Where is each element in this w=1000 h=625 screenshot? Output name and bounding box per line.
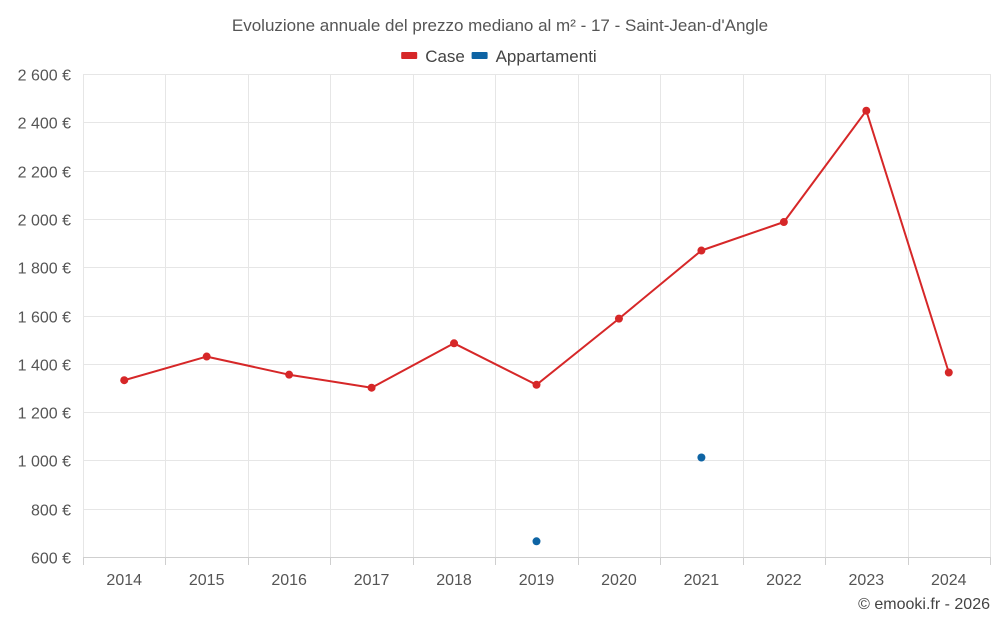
data-point-case[interactable] (450, 339, 459, 348)
y-tick-label: 2 600 € (18, 68, 71, 85)
grid (83, 74, 991, 557)
x-tick-label: 2018 (436, 572, 472, 589)
chart-title: Evoluzione annuale del prezzo mediano al… (232, 16, 768, 35)
y-tick-label: 1 600 € (18, 310, 71, 327)
x-tick-label: 2019 (519, 572, 555, 589)
legend-swatch-case[interactable] (401, 52, 418, 59)
x-tick-label: 2024 (931, 572, 967, 589)
legend[interactable]: Case Appartamenti (401, 47, 597, 66)
data-point-case[interactable] (202, 352, 211, 361)
y-tick-label: 2 000 € (18, 213, 71, 230)
x-tick-label: 2022 (766, 572, 802, 589)
y-tick-label: 2 200 € (18, 165, 71, 182)
data-point-case[interactable] (862, 106, 871, 115)
x-tick-label: 2021 (684, 572, 720, 589)
x-tick-label: 2016 (271, 572, 307, 589)
y-tick-label: 1 800 € (18, 261, 71, 278)
data-point-case[interactable] (944, 368, 953, 377)
data-point-case[interactable] (367, 383, 376, 392)
data-point-case[interactable] (779, 218, 788, 227)
x-tick-label: 2017 (354, 572, 390, 589)
data-point-case[interactable] (697, 246, 706, 255)
data-point-case[interactable] (532, 380, 541, 389)
y-tick-label: 1 400 € (18, 358, 71, 375)
y-tick-label: 2 400 € (18, 116, 71, 133)
legend-swatch-appartamenti[interactable] (471, 52, 488, 59)
x-tick-label: 2015 (189, 572, 225, 589)
y-tick-label: 800 € (31, 503, 71, 520)
data-point-case[interactable] (120, 376, 129, 385)
x-tick-label: 2014 (106, 572, 142, 589)
y-tick-label: 1 000 € (18, 454, 71, 471)
data-point-appartamenti[interactable] (697, 453, 706, 462)
x-tick-label: 2023 (849, 572, 885, 589)
data-point-case[interactable] (285, 370, 294, 379)
data-point-case[interactable] (614, 314, 623, 323)
axes: 600 € 800 € 1 000 € 1 200 € 1 400 € 1 600 € 1 … (18, 68, 991, 589)
legend-label-appartamenti[interactable]: Appartamenti (496, 47, 597, 66)
data-point-appartamenti[interactable] (532, 537, 541, 546)
y-tick-label: 600 € (31, 551, 71, 568)
legend-label-case[interactable]: Case (425, 47, 465, 66)
credit-text: © emooki.fr - 2026 (858, 596, 990, 613)
y-tick-label: 1 200 € (18, 406, 71, 423)
x-tick-label: 2020 (601, 572, 637, 589)
series-layer (120, 106, 953, 546)
